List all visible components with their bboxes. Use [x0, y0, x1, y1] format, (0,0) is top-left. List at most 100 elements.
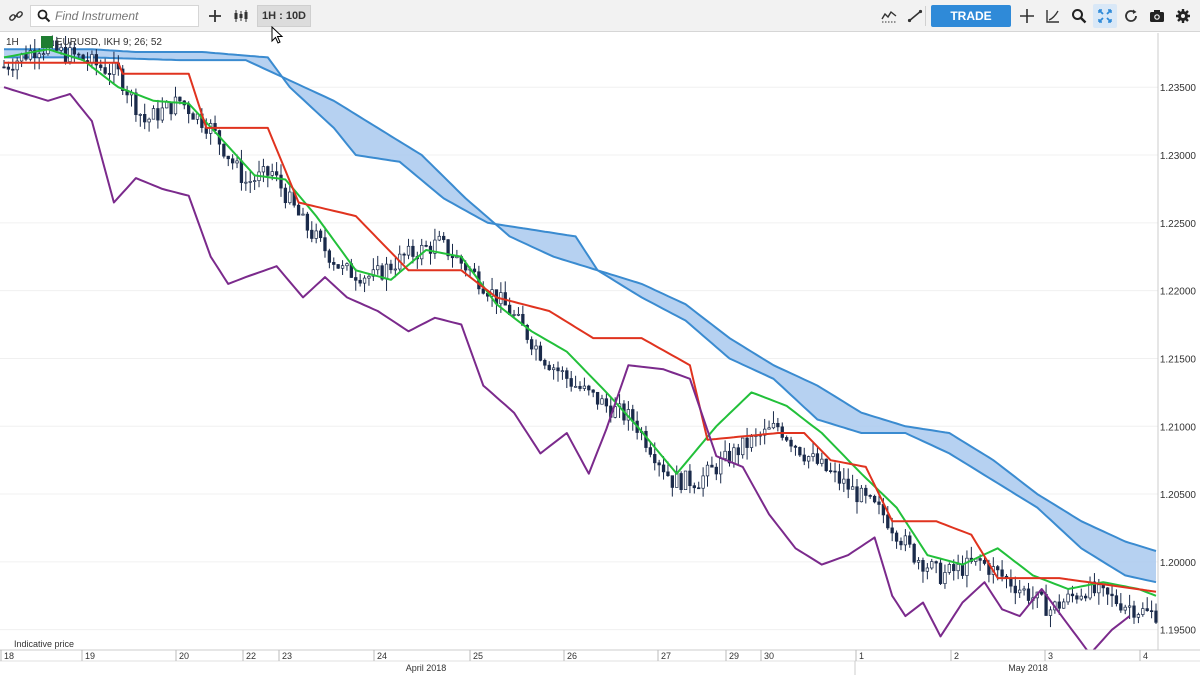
candle-body: [996, 566, 1000, 571]
x-day-label: 2: [954, 651, 959, 661]
candle-body: [151, 108, 156, 120]
candle-body: [864, 487, 868, 496]
candle-body: [723, 450, 727, 459]
candle-body: [1013, 585, 1017, 594]
candle-body: [266, 166, 270, 176]
candle-body: [820, 458, 824, 464]
y-tick-label: 1.19500: [1160, 626, 1197, 637]
candle-body: [960, 564, 965, 576]
y-tick-label: 1.22500: [1160, 219, 1197, 230]
candle-body: [1083, 595, 1088, 599]
candle-body: [789, 439, 793, 447]
candle-body: [156, 108, 160, 121]
candle-body: [930, 561, 934, 569]
candle-body: [481, 288, 485, 294]
indicative-price-note: Indicative price: [14, 639, 75, 649]
candle-body: [239, 160, 244, 183]
candle-body: [859, 487, 864, 503]
x-month-label: April 2018: [406, 663, 447, 673]
candle-body: [1123, 606, 1127, 611]
candle-body: [714, 466, 718, 475]
candle-body: [815, 453, 820, 464]
candle-body: [903, 535, 908, 546]
cloud-upper-line: [4, 48, 1157, 552]
candle-body: [33, 50, 37, 58]
candle-body: [389, 263, 393, 271]
axis-icon[interactable]: [1041, 4, 1065, 28]
chart-canvas[interactable]: 1.23500 1.23000 1.22500 1.22000 1.21500 1.210…: [0, 32, 1200, 675]
camera-icon[interactable]: [1145, 4, 1169, 28]
search-input[interactable]: [55, 7, 195, 25]
candle-body: [565, 370, 569, 379]
candle-body: [2, 66, 6, 69]
zoom-icon[interactable]: [1067, 4, 1091, 28]
link-icon[interactable]: [4, 4, 28, 28]
candle-body: [103, 67, 107, 74]
settings-icon[interactable]: [1171, 4, 1195, 28]
candle-body: [648, 447, 653, 455]
candle-body: [811, 453, 815, 457]
candle-body: [169, 101, 173, 115]
mouse-cursor-icon: [271, 26, 284, 44]
candle-body: [912, 543, 916, 563]
candle-body: [965, 557, 969, 576]
indicators-icon[interactable]: [877, 4, 901, 28]
indicator-lines: [3, 48, 1157, 656]
candle-body: [697, 487, 701, 490]
candle-body: [296, 204, 301, 216]
crosshair-icon[interactable]: [1015, 4, 1039, 28]
candle-body: [573, 385, 578, 388]
candle-body: [1136, 614, 1141, 618]
candle-body: [1075, 595, 1079, 600]
fit-icon[interactable]: [1093, 4, 1117, 28]
candle-body: [15, 60, 19, 71]
candle-body: [90, 54, 94, 64]
candle-body: [314, 230, 318, 239]
candle-body: [301, 213, 305, 216]
candle-body: [886, 514, 890, 529]
timeframe-label: 1H: [6, 36, 19, 48]
candle-body: [666, 471, 670, 477]
x-day-label: 23: [282, 651, 292, 661]
candle-body: [191, 113, 195, 120]
y-axis: 1.23500 1.23000 1.22500 1.22000 1.21500 1.210…: [1157, 33, 1197, 660]
candle-body: [134, 92, 138, 116]
candle-body: [705, 464, 710, 477]
instrument-search[interactable]: [30, 5, 199, 27]
price-chart[interactable]: 1.23500 1.23000 1.22500 1.22000 1.21500 1.210…: [0, 32, 1200, 675]
candle-body: [433, 239, 437, 254]
candle-body: [952, 564, 956, 572]
plus-icon[interactable]: [203, 4, 227, 28]
candle-body: [1057, 601, 1061, 609]
candle-body: [644, 430, 648, 448]
candle-body: [890, 527, 894, 534]
candle-body: [534, 345, 538, 350]
candle-body: [1154, 610, 1158, 623]
candle-body: [749, 436, 754, 448]
interval-button[interactable]: 1H : 10D: [257, 5, 311, 27]
x-day-label: 3: [1048, 651, 1053, 661]
candle-body: [6, 66, 11, 70]
candle-body: [226, 155, 230, 160]
ichimoku-cloud: [4, 48, 1157, 584]
candle-body: [107, 73, 112, 75]
candles-icon[interactable]: [229, 4, 253, 28]
candle-body: [978, 558, 982, 561]
candle-body: [938, 562, 943, 584]
draw-line-icon[interactable]: [903, 4, 927, 28]
candle-body: [806, 456, 811, 462]
candle-body: [538, 345, 543, 361]
candle-body: [525, 324, 529, 340]
trade-button[interactable]: TRADE: [931, 5, 1011, 27]
candle-body: [248, 181, 252, 183]
candle-body: [582, 385, 587, 389]
candle-body: [1009, 577, 1013, 587]
candle-body: [345, 263, 349, 267]
search-icon: [37, 9, 51, 23]
x-day-label: 1: [859, 651, 864, 661]
candle-body: [261, 166, 266, 173]
candle-body: [771, 422, 776, 429]
candle-body: [551, 367, 556, 371]
candle-body: [138, 114, 142, 116]
refresh-icon[interactable]: [1119, 4, 1143, 28]
